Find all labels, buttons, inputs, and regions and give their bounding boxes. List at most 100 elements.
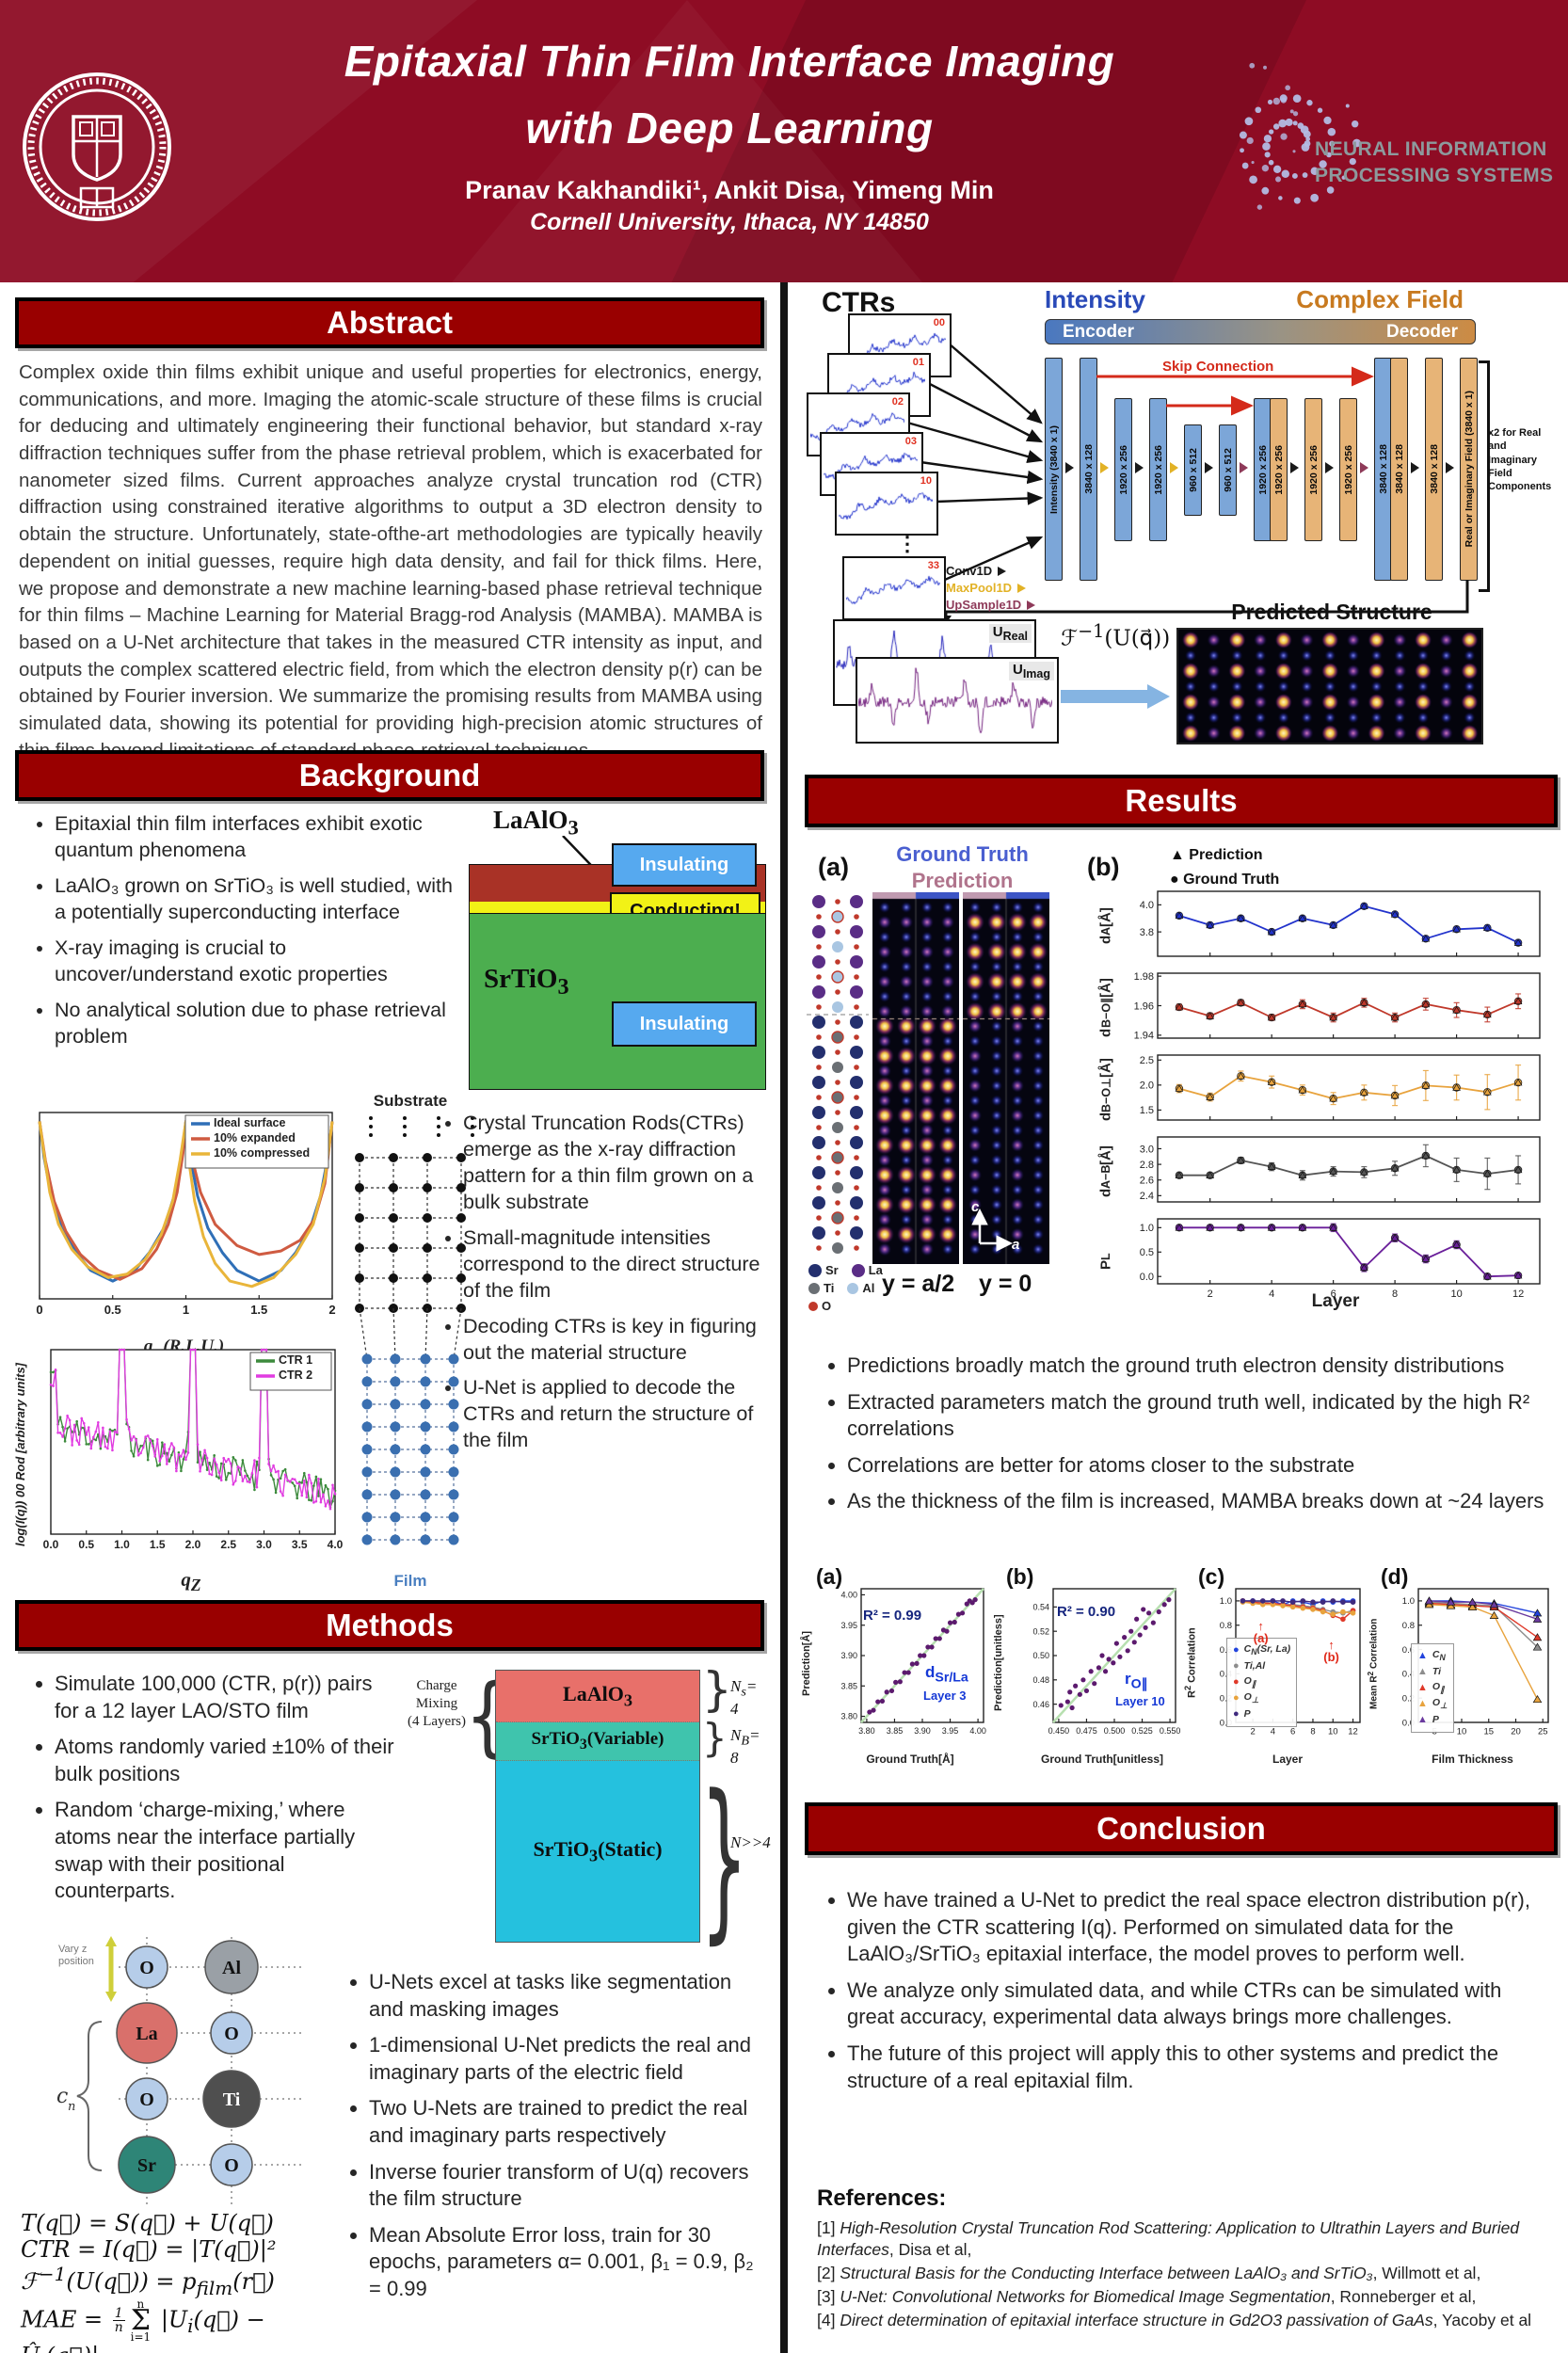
conv-arrow-icon [1135,462,1144,473]
unet-layer-bar: 1920 x 256 [1304,398,1322,541]
references-heading: References: [817,2185,947,2211]
x2-bracket [1479,360,1490,592]
svg-text:n: n [68,2100,75,2114]
svg-text:O: O [139,1958,154,1978]
methods-heading: Methods [326,1608,454,1642]
svg-text:3.90: 3.90 [914,1726,931,1736]
neurips-text-line2: PROCESSING SYSTEMS [1315,165,1554,187]
charge-label-line: (4 Layers) [407,1713,467,1729]
svg-text:CTR 2: CTR 2 [279,1369,312,1382]
svg-text:4.0: 4.0 [328,1538,343,1551]
unet-layer-bar: 1920 x 256 [1114,398,1132,541]
svg-text:La: La [136,2024,157,2044]
svg-text:2.0: 2.0 [185,1538,201,1551]
gt-pred-header: Ground Truth Prediction [871,841,1054,893]
panel-ylabel: d B−O∥ [Å] [1097,978,1114,1037]
legend-prediction: ▲ Prediction [1170,847,1263,863]
fig2-a-xlabel: Ground Truth[Å] [866,1753,954,1766]
fig2-c-ylabel: R2 Correlation [1183,1627,1198,1699]
svg-text:0.5: 0.5 [1140,1247,1154,1258]
unet-legend-entry: UpSample1D [946,598,1036,612]
svg-text:1.0: 1.0 [114,1538,130,1551]
results-bullets: Predictions broadly match the ground tru… [819,1353,1553,1525]
svg-text:4.00: 4.00 [969,1726,986,1736]
results-bullet: As the thickness of the film is increase… [847,1488,1553,1515]
ctr-rods-xlabel: qZ [181,1568,201,1595]
svg-text:10: 10 [1328,1727,1338,1737]
unet-legend: Conv1D MaxPool1D UpSample1D [946,564,1036,615]
svg-text:15: 15 [1483,1727,1494,1737]
skip-connection-label: Skip Connection [1162,359,1274,375]
svg-text:0.6: 0.6 [1402,1645,1415,1656]
insulating-top-box: Insulating [612,843,757,887]
svg-text:1.0: 1.0 [1402,1596,1415,1607]
prediction-label: Prediction [911,868,1014,892]
decoder-label: Decoder [1385,321,1458,342]
background-bullet: No analytical solution due to phase retr… [55,998,459,1050]
svg-text:2.4: 2.4 [1140,1191,1154,1202]
reference-item: [1] High-Resolution Crystal Truncation R… [817,2218,1520,2260]
ctr-bullet: Small-magnitude intensities correspond t… [463,1225,766,1305]
svg-text:12: 12 [1348,1727,1358,1737]
svg-text:2: 2 [1250,1727,1255,1737]
svg-text:Ti: Ti [223,2089,241,2110]
background-bullet: LaAlO₃ grown on SrTiO₃ is well studied, … [55,873,459,926]
svg-text:0.4: 0.4 [1220,1670,1232,1680]
svg-text:3.95: 3.95 [840,1621,857,1630]
svg-text:0.2: 0.2 [1220,1694,1232,1705]
complex-field-label: Complex Field [1296,285,1464,313]
svg-text:1.0: 1.0 [1220,1596,1232,1607]
references-block: References: [1] High-Resolution Crystal … [817,2185,1551,2333]
svg-text:2.6: 2.6 [1140,1176,1154,1187]
conv-arrow-icon [1411,462,1419,473]
svg-text:2.5: 2.5 [220,1538,236,1551]
legend-entry: ● O∥ [1233,1674,1256,1689]
inverse-fourier-label: ℱ−1(U(q⃗)) [1061,620,1171,651]
svg-text:12: 12 [1512,1289,1524,1300]
ctr-input-card: 33 [842,556,946,620]
legend-entry: ▲ Ti [1417,1665,1442,1678]
equation: ℱ−1(U(q⃗)) = pfilm(r⃗) [21,2263,275,2299]
svg-text:0.500: 0.500 [1104,1726,1126,1736]
svg-text:1: 1 [183,1303,189,1317]
u-real-label: UReal [988,624,1032,643]
fig2-c-xlabel: Layer [1272,1753,1304,1766]
ctr-input-card: 10 [835,472,938,536]
correlation-figure: (a) Prediction[Å] 3.80 3.85 3.90 3.95 4.00 3.… [801,1564,1558,1788]
equation: T(q⃗) = S(q⃗) + U(q⃗) [21,2210,274,2236]
svg-text:3.90: 3.90 [840,1651,857,1660]
svg-text:2.8: 2.8 [1140,1160,1154,1171]
svg-text:4: 4 [1269,1289,1274,1300]
unet-bullet: U-Nets excel at tasks like segmentation … [369,1969,766,2023]
svg-text:10% expanded: 10% expanded [214,1131,296,1144]
insulating-bottom-label: Insulating [639,1013,729,1034]
svg-text:Vary z: Vary z [58,1944,87,1955]
ctrs-label: CTRs [822,287,896,318]
svg-text:1.96: 1.96 [1134,1000,1154,1012]
svg-text:0.0: 0.0 [43,1538,59,1551]
results-heading: Results [1125,783,1238,818]
legend-entry: ▲ O⊥ [1417,1696,1448,1711]
svg-text:0.5: 0.5 [78,1538,94,1551]
reference-item: [4] Direct determination of epitaxial in… [817,2311,1532,2330]
svg-text:0.8: 0.8 [1220,1621,1232,1631]
conclusion-section-header: Conclusion [805,1802,1558,1855]
maxpool-arrow-icon [1100,462,1109,473]
neurips-swirl-icon [1239,62,1361,210]
svg-text:4.00: 4.00 [840,1591,857,1600]
results-bullet: Predictions broadly match the ground tru… [847,1353,1553,1380]
background-bullet: Epitaxial thin film interfaces exhibit e… [55,811,459,864]
fig2-d-label: (d) [1381,1564,1409,1589]
srtio3-variable-label: SrTiO3(Variable) [531,1729,664,1753]
chart-annotation: ↑ (b) [1323,1638,1339,1665]
svg-text:2.5: 2.5 [1140,1055,1154,1066]
lattice-diagram: Substrate Film [344,1092,476,1591]
unet-layer-bar: 960 x 512 [1184,424,1202,516]
svg-text:3.80: 3.80 [858,1726,875,1736]
svg-text:0.8: 0.8 [1402,1621,1415,1631]
fig2-c-label: (c) [1198,1564,1225,1589]
unet-bullet: Two U-Nets are trained to predict the re… [369,2095,766,2149]
unit-cell-atom-diagram: O Al La O O Ti Sr O Vary z position c n [49,1931,331,2209]
ctr-sensitivity-chart: 0 0.5 1 1.5 2 Ideal surface 10% expanded 10% co… [26,1103,346,1376]
